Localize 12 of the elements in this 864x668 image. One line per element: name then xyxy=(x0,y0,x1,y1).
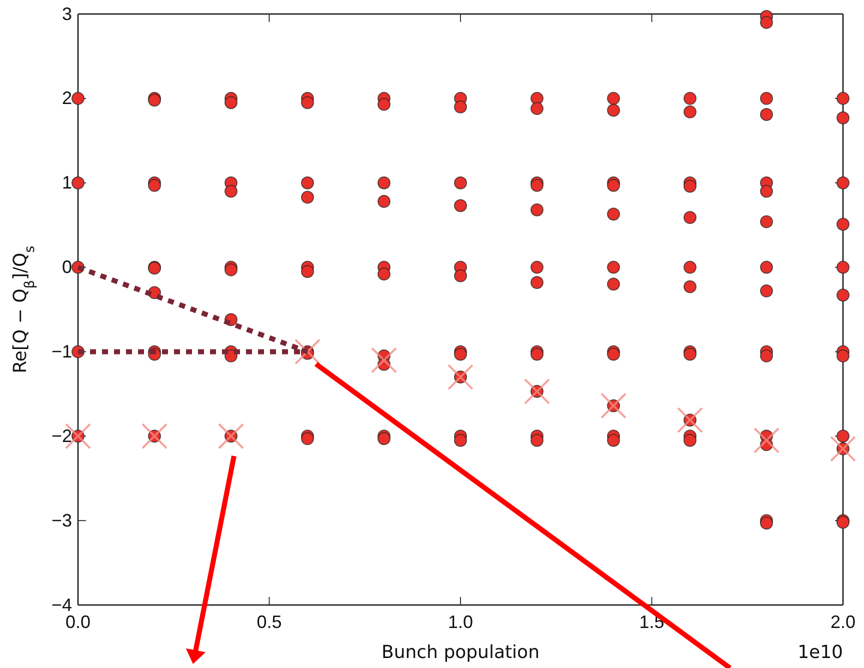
y-tick-label: 1 xyxy=(62,172,72,193)
y-tick-label: 3 xyxy=(62,4,72,24)
text: 1e10 xyxy=(798,642,843,663)
y-tick-label: 2 xyxy=(62,88,72,108)
x-tick-label: 0.5 xyxy=(256,612,282,632)
y-tick-label: −3 xyxy=(51,510,72,530)
y-tick-label: −2 xyxy=(51,426,72,446)
x-tick-label: 1.0 xyxy=(448,612,474,632)
x-axis-title: Bunch population xyxy=(382,642,540,663)
x-tick-label: 2.0 xyxy=(830,612,856,632)
y-tick-label: −1 xyxy=(51,341,72,362)
y-tick-label: 0 xyxy=(62,257,72,278)
